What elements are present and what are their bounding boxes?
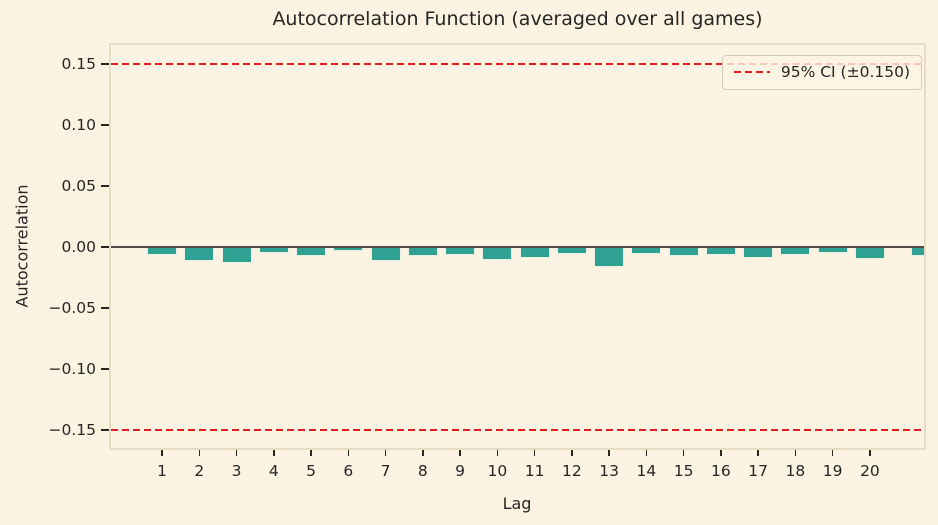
x-tick-mark: [459, 449, 461, 456]
bar-lag-11: [519, 247, 550, 258]
x-tick-label-11: 11: [524, 462, 545, 480]
bar-lag-14: [631, 247, 662, 254]
x-tick-mark: [347, 449, 350, 456]
bar-lag-7: [370, 247, 401, 262]
x-tick-mark: [198, 449, 200, 456]
x-tick-mark: [571, 449, 573, 456]
x-tick-label-1: 1: [157, 462, 167, 480]
y-tick-label-−0.10: −0.10: [48, 360, 97, 378]
bar-lag-13: [594, 247, 625, 268]
y-tick-label-0.05: 0.05: [61, 177, 96, 195]
x-tick-label-10: 10: [487, 462, 508, 480]
x-axis-label: Lag: [502, 494, 532, 513]
x-tick-label-15: 15: [673, 462, 694, 480]
bar-lag-10: [482, 247, 513, 260]
zero-line: [111, 246, 924, 248]
x-tick-label-5: 5: [306, 462, 316, 480]
bar-lag-5: [296, 247, 327, 257]
bar-lag-6: [333, 247, 364, 251]
y-tick-mark: [101, 185, 109, 187]
y-tick-mark: [101, 368, 109, 370]
x-tick-label-7: 7: [380, 462, 391, 480]
x-tick-mark: [496, 449, 499, 456]
bar-lag-8: [407, 247, 438, 257]
x-tick-mark: [794, 449, 797, 456]
x-tick-mark: [422, 449, 424, 456]
bar-lag-2: [184, 247, 215, 262]
y-tick-mark: [101, 246, 109, 248]
x-tick-label-8: 8: [417, 462, 428, 480]
bar-lag-19: [817, 247, 848, 254]
bar-lag-3: [221, 247, 252, 264]
ci-line-upper: [111, 63, 924, 65]
y-tick-mark: [101, 124, 109, 126]
x-tick-label-3: 3: [231, 462, 242, 480]
x-tick-mark: [831, 449, 834, 456]
x-tick-label-2: 2: [194, 462, 205, 480]
bar-lag-1: [147, 247, 177, 256]
x-tick-label-14: 14: [636, 462, 657, 480]
x-tick-label-18: 18: [785, 462, 806, 480]
bar-lag-17: [743, 247, 774, 258]
y-tick-label-−0.15: −0.15: [48, 421, 97, 439]
x-tick-mark: [533, 449, 536, 456]
bar-lag-9: [445, 247, 476, 256]
y-tick-label-0.15: 0.15: [61, 55, 96, 73]
x-tick-mark: [273, 449, 275, 456]
x-tick-mark: [720, 449, 722, 456]
legend: 95% CI (±0.150): [721, 55, 922, 90]
chart-title: Autocorrelation Function (averaged over …: [272, 8, 763, 30]
x-tick-mark: [161, 449, 163, 456]
y-tick-mark: [101, 307, 109, 309]
x-tick-mark: [235, 449, 238, 456]
y-tick-label-0.00: 0.00: [61, 238, 96, 256]
x-tick-label-13: 13: [599, 462, 619, 480]
legend-label: 95% CI (±0.150): [780, 63, 910, 81]
x-tick-mark: [310, 449, 312, 456]
x-tick-label-12: 12: [561, 462, 582, 480]
x-tick-label-4: 4: [268, 462, 279, 480]
bar-lag-20: [854, 247, 885, 259]
x-tick-mark: [757, 449, 759, 456]
x-tick-mark: [645, 449, 648, 456]
x-tick-mark: [384, 449, 387, 456]
bar-lag-18: [780, 247, 811, 256]
x-tick-mark: [869, 449, 871, 456]
x-tick-mark: [608, 449, 610, 456]
plot-area: 95% CI (±0.150): [109, 43, 926, 450]
bar-lag-4: [258, 247, 289, 254]
x-tick-label-20: 20: [860, 462, 880, 480]
bar-partial-right-edge: [911, 247, 924, 257]
x-tick-label-6: 6: [343, 462, 354, 480]
x-tick-mark: [682, 449, 685, 456]
x-tick-label-19: 19: [822, 462, 843, 480]
bar-lag-15: [668, 247, 699, 257]
y-tick-mark: [101, 429, 109, 431]
y-tick-label-−0.05: −0.05: [48, 299, 97, 317]
bar-lag-12: [556, 247, 587, 254]
ci-line-lower: [111, 429, 924, 431]
y-tick-label-0.10: 0.10: [61, 116, 96, 134]
y-tick-mark: [101, 63, 109, 65]
x-tick-label-9: 9: [455, 462, 466, 480]
x-tick-label-16: 16: [711, 462, 731, 480]
bar-lag-16: [705, 247, 736, 256]
legend-dashed-line-icon: [733, 71, 770, 73]
x-tick-label-17: 17: [748, 462, 769, 480]
